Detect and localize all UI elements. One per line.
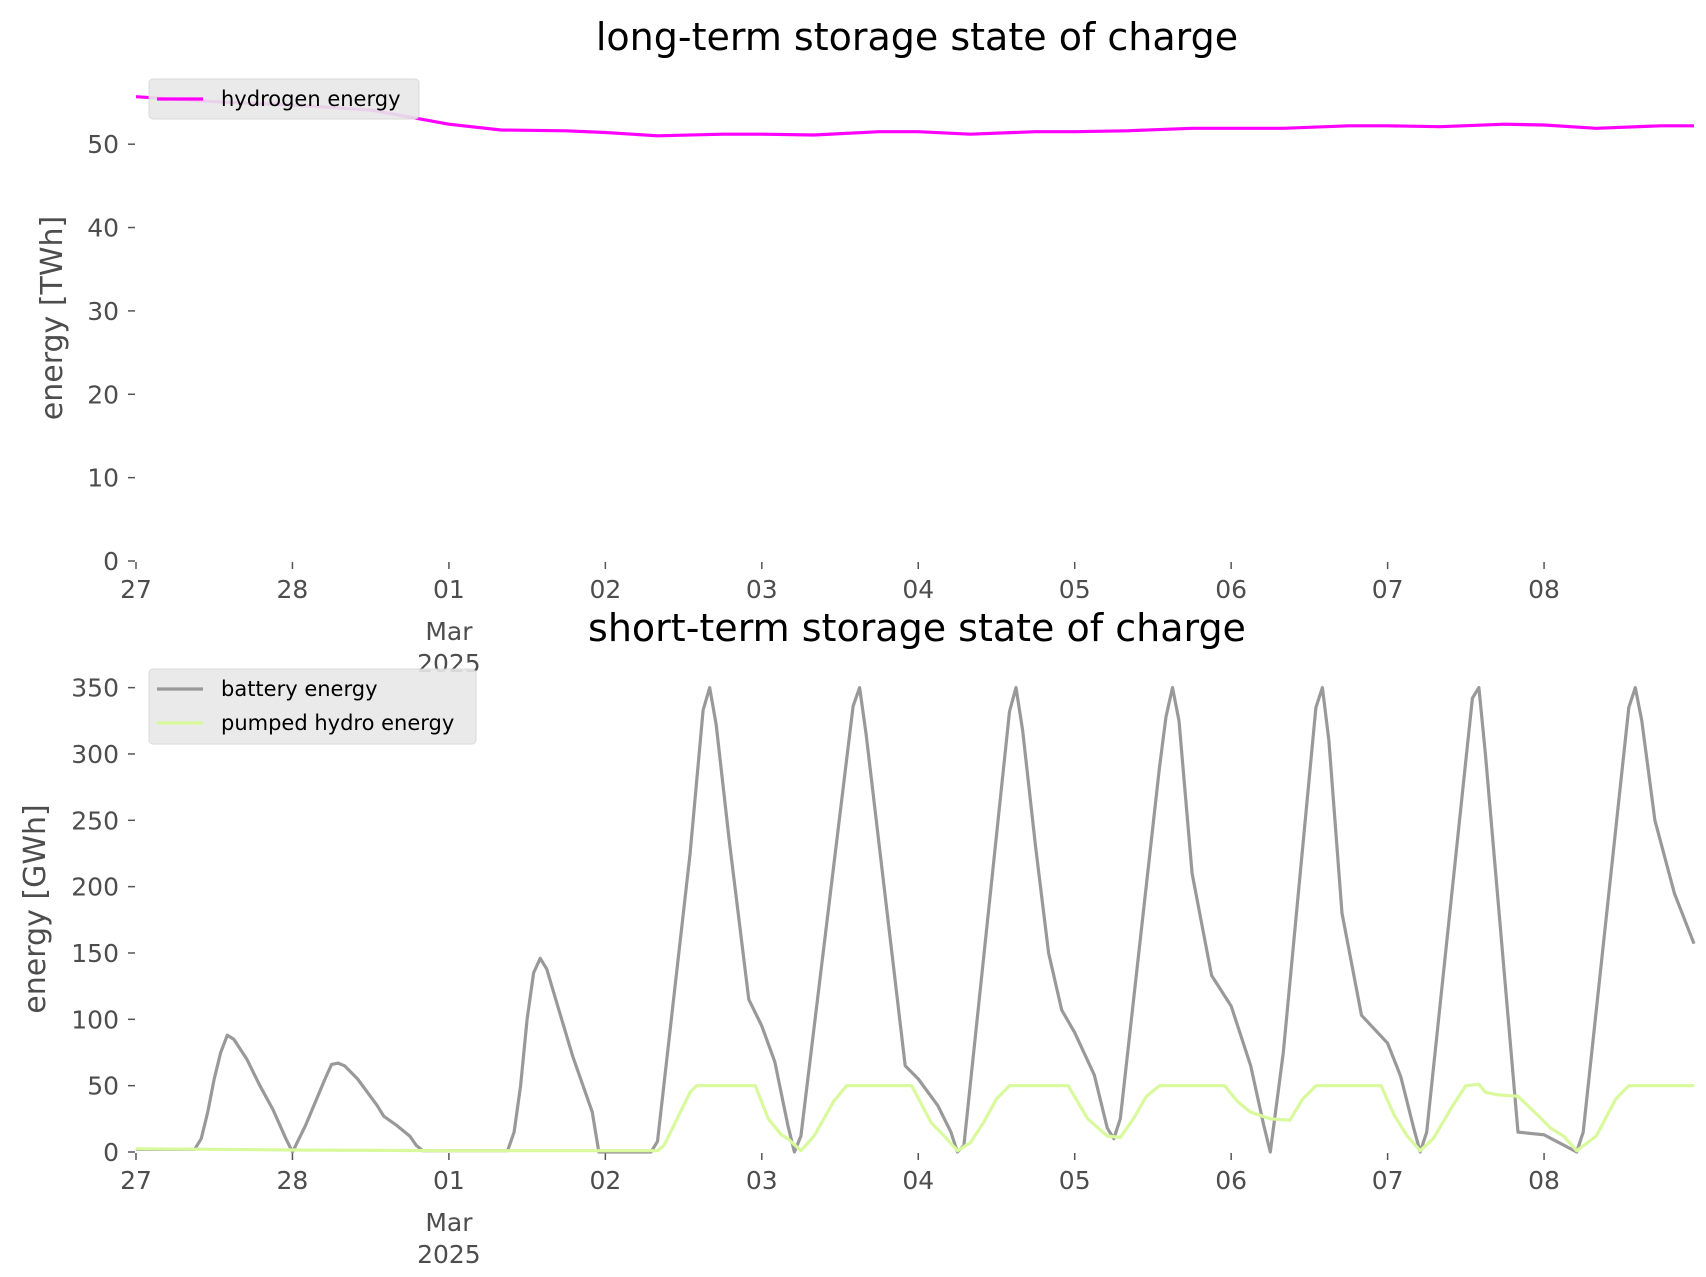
y-tick-label: 200 — [71, 873, 119, 902]
legend-short-term: battery energy pumped hydro energy — [148, 668, 477, 745]
x-tick-label: 27 — [120, 1166, 152, 1195]
y-tick-label: 150 — [71, 939, 119, 968]
x-tick-label: 01 — [433, 575, 465, 604]
series-lines-short-term — [135, 686, 1696, 1154]
legend-label: battery energy — [221, 677, 378, 701]
legend-long-term: hydrogen energy — [148, 78, 420, 120]
y-tick-label: 50 — [87, 130, 119, 159]
x-tick-label: 03 — [746, 1166, 778, 1195]
y-axis-label-long-term: energy [TWh] — [35, 216, 70, 420]
series-lines-long-term — [135, 95, 1694, 138]
y-tick-label: 40 — [87, 214, 119, 243]
x-tick-label: 04 — [902, 575, 934, 604]
x-tick-label: 06 — [1215, 575, 1247, 604]
x-ticks-short-term: 27 28 01 Mar 2025 02 03 04 05 06 07 08 — [120, 1153, 1560, 1269]
x-tick-label: 04 — [902, 1166, 934, 1195]
y-tick-label: 10 — [87, 464, 119, 493]
y-tick-label: 50 — [87, 1072, 119, 1101]
y-tick-label: 250 — [71, 806, 119, 835]
x-tick-label: 06 — [1215, 1166, 1247, 1195]
legend-box — [148, 668, 477, 745]
y-tick-label: 20 — [87, 380, 119, 409]
x-tick-label: 07 — [1372, 575, 1404, 604]
y-tick-label: 100 — [71, 1005, 119, 1034]
x-tick-label: 01 — [433, 1166, 465, 1195]
x-tick-label: 03 — [746, 575, 778, 604]
y-tick-label: 0 — [103, 1138, 119, 1167]
chart-title-short-term: short-term storage state of charge — [588, 606, 1246, 650]
y-ticks-long-term: 0 10 20 30 40 50 — [87, 130, 135, 576]
y-axis-label-short-term: energy [GWh] — [18, 804, 53, 1013]
x-tick-sublabel: 2025 — [417, 1240, 481, 1269]
x-tick-label: 05 — [1059, 1166, 1091, 1195]
x-tick-label: 28 — [277, 1166, 309, 1195]
legend-box — [148, 78, 420, 120]
series-line-hydrogen-energy — [135, 95, 1694, 138]
series-line-pumped-hydro-energy — [135, 1082, 1694, 1153]
x-tick-label: 28 — [277, 575, 309, 604]
chart-title-long-term: long-term storage state of charge — [596, 15, 1238, 59]
short-term-chart: short-term storage state of charge energ… — [18, 606, 1696, 1269]
y-tick-label: 0 — [103, 547, 119, 576]
x-tick-label: 27 — [120, 575, 152, 604]
x-tick-label: 08 — [1528, 1166, 1560, 1195]
y-tick-label: 300 — [71, 740, 119, 769]
x-tick-label: 05 — [1059, 575, 1091, 604]
x-tick-sublabel: Mar — [425, 617, 473, 646]
y-tick-label: 350 — [71, 674, 119, 703]
x-tick-label: 02 — [589, 1166, 621, 1195]
long-term-chart: long-term storage state of charge energy… — [35, 15, 1694, 678]
series-line-battery-energy — [136, 686, 1696, 1154]
legend-label: hydrogen energy — [221, 87, 401, 111]
x-tick-sublabel: Mar — [425, 1208, 473, 1237]
x-tick-label: 07 — [1372, 1166, 1404, 1195]
x-tick-label: 08 — [1528, 575, 1560, 604]
x-tick-label: 02 — [589, 575, 621, 604]
legend-label: pumped hydro energy — [221, 711, 454, 735]
y-tick-label: 30 — [87, 297, 119, 326]
y-ticks-short-term: 0 50 100 150 200 250 300 350 — [71, 674, 135, 1167]
